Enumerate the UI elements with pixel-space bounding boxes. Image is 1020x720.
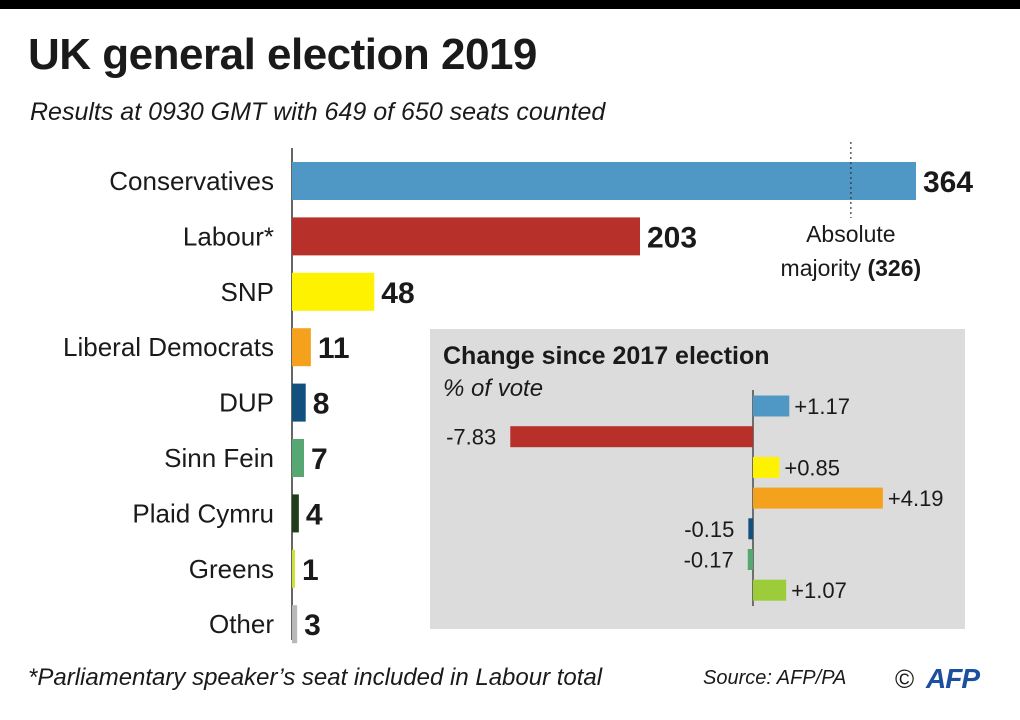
bar-greens [292, 549, 295, 588]
change-label-4: +4.19 [888, 486, 944, 511]
change-bar-1 [753, 395, 790, 417]
change-bar-2 [510, 426, 753, 448]
category-label-liberal-democrats: Liberal Democrats [63, 332, 274, 362]
footnote: *Parliamentary speaker’s seat included i… [28, 664, 603, 691]
chart-title: UK general election 2019 [28, 30, 537, 79]
bar-dup [292, 383, 306, 422]
inset-panel [430, 329, 965, 629]
inset-title: Change since 2017 election [443, 342, 770, 370]
bar-other [292, 605, 298, 644]
value-label-labour: 203 [647, 221, 697, 254]
value-label-other: 3 [304, 609, 321, 642]
change-label-6: -0.17 [684, 548, 734, 573]
category-label-labour: Labour* [183, 221, 274, 251]
value-label-greens: 1 [302, 554, 319, 587]
change-label-2: -7.83 [446, 425, 496, 450]
copyright-symbol: © [895, 664, 915, 694]
top-bar [0, 0, 1020, 9]
value-label-snp: 48 [381, 277, 414, 310]
bar-labour [292, 217, 640, 256]
value-label-dup: 8 [313, 388, 330, 421]
bar-plaid-cymru [292, 494, 299, 533]
category-label-dup: DUP [219, 388, 274, 418]
change-bar-7 [753, 579, 787, 601]
value-label-liberal-democrats: 11 [318, 332, 350, 365]
value-label-conservatives: 364 [923, 166, 973, 199]
category-label-greens: Greens [189, 554, 274, 584]
chart-subtitle: Results at 0930 GMT with 649 of 650 seat… [30, 98, 606, 126]
majority-label-line1: Absolute [806, 221, 896, 247]
majority-value: (326) [867, 255, 921, 281]
change-label-3: +0.85 [784, 455, 840, 480]
afp-logo: AFP [926, 663, 980, 694]
bar-snp [292, 272, 375, 311]
category-label-snp: SNP [221, 277, 274, 307]
category-label-conservatives: Conservatives [109, 166, 274, 196]
source-label: Source: AFP/PA [703, 667, 847, 689]
change-label-1: +1.17 [794, 394, 850, 419]
change-bar-5 [748, 518, 753, 540]
bar-sinn-fein [292, 439, 304, 477]
majority-label-line2: majority (326) [781, 255, 922, 281]
bar-liberal-democrats [292, 328, 311, 367]
change-bar-6 [747, 549, 753, 570]
change-bar-3 [753, 456, 780, 478]
category-label-sinn-fein: Sinn Fein [164, 443, 274, 473]
inset-subtitle: % of vote [443, 375, 543, 402]
category-label-plaid-cymru: Plaid Cymru [132, 498, 274, 528]
change-label-7: +1.07 [791, 578, 847, 603]
change-label-5: -0.15 [684, 517, 734, 542]
bar-conservatives [292, 162, 916, 200]
value-label-sinn-fein: 7 [311, 443, 328, 476]
category-label-other: Other [209, 609, 274, 639]
value-label-plaid-cymru: 4 [306, 498, 323, 531]
change-bar-4 [753, 487, 883, 509]
